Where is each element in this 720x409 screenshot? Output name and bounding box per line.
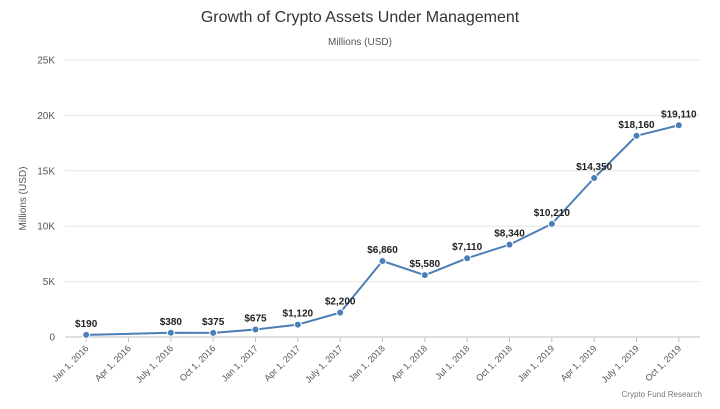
- data-label: $10,210: [534, 208, 571, 219]
- x-tick-label: Oct 1, 2019: [643, 343, 683, 383]
- data-label: $5,580: [410, 259, 441, 270]
- data-label: $375: [202, 317, 225, 328]
- x-tick-label: Oct 1, 2018: [474, 343, 514, 383]
- chart-title: Growth of Crypto Assets Under Management: [201, 9, 520, 26]
- x-tick-label: Jan 1, 2019: [516, 343, 556, 383]
- y-tick-label: 25K: [37, 56, 55, 67]
- x-tick-label: Jul 1, 2018: [433, 343, 471, 381]
- x-tick-label: Jan 1, 2016: [50, 343, 90, 383]
- data-point[interactable]: [378, 256, 387, 265]
- y-tick-label: 15K: [37, 166, 55, 177]
- x-tick-label: Jan 1, 2017: [220, 343, 260, 383]
- series-line: [86, 124, 680, 336]
- data-point[interactable]: [336, 308, 345, 317]
- y-tick-label: 20K: [37, 111, 55, 122]
- data-point[interactable]: [293, 320, 302, 329]
- data-point[interactable]: [505, 240, 514, 249]
- data-point[interactable]: [463, 254, 472, 263]
- x-tick-label: Jan 1, 2018: [347, 343, 387, 383]
- data-label: $14,350: [576, 162, 613, 173]
- data-point[interactable]: [251, 325, 260, 334]
- data-point[interactable]: [632, 131, 641, 140]
- y-axis-title: Millions (USD): [18, 167, 29, 231]
- data-label: $190: [75, 319, 98, 330]
- y-tick-label: 0: [49, 333, 55, 344]
- data-label: $7,110: [452, 242, 482, 253]
- data-label: $18,160: [618, 120, 655, 131]
- data-label: $380: [160, 317, 183, 328]
- data-label: $8,340: [494, 229, 525, 240]
- data-point[interactable]: [547, 219, 556, 228]
- data-label: $1,120: [283, 309, 314, 320]
- x-tick-label: July 1, 2017: [303, 343, 344, 384]
- data-point[interactable]: [590, 174, 599, 183]
- chart-credit: Crypto Fund Research: [622, 390, 702, 399]
- x-tick-label: Apr 1, 2016: [93, 343, 133, 383]
- x-tick-label: Apr 1, 2018: [389, 343, 429, 383]
- data-label: $19,110: [661, 109, 697, 120]
- x-tick-label: Apr 1, 2019: [559, 343, 599, 383]
- x-tick-label: July 1, 2019: [600, 343, 641, 384]
- data-label: $6,860: [367, 245, 398, 256]
- data-point[interactable]: [209, 328, 218, 337]
- data-label: $675: [244, 314, 267, 325]
- x-tick-label: July 1, 2016: [134, 343, 175, 384]
- data-point[interactable]: [674, 121, 683, 130]
- data-label: $2,200: [325, 297, 356, 308]
- y-tick-label: 10K: [37, 222, 55, 233]
- y-tick-label: 5K: [43, 277, 56, 288]
- x-tick-label: Apr 1, 2017: [262, 343, 302, 383]
- x-tick-label: Oct 1, 2016: [178, 343, 218, 383]
- data-point[interactable]: [420, 271, 429, 280]
- chart-subtitle: Millions (USD): [328, 37, 392, 48]
- data-point[interactable]: [82, 330, 91, 339]
- data-point[interactable]: [166, 328, 175, 337]
